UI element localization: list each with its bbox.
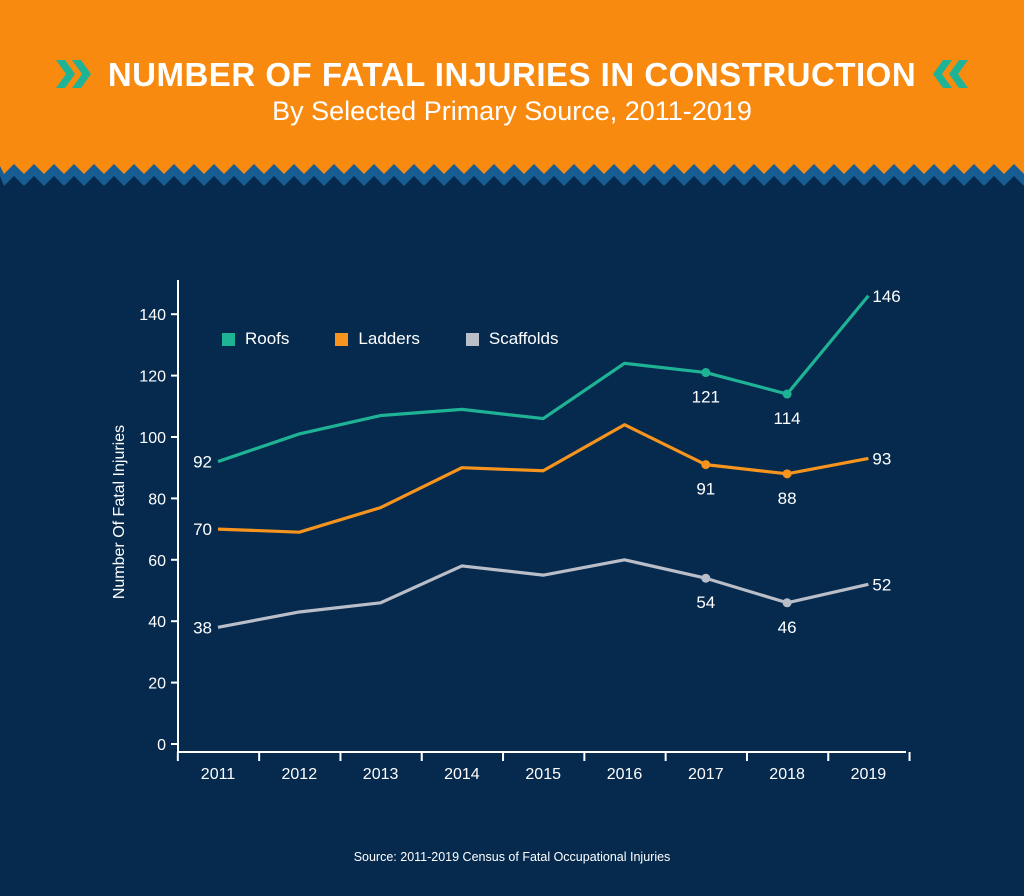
data-point (782, 389, 792, 399)
banner-background (0, 0, 1024, 186)
data-point (701, 460, 711, 470)
data-label: 121 (692, 388, 720, 407)
data-point (782, 469, 792, 479)
y-tick-label: 40 (148, 614, 166, 631)
data-point (782, 598, 792, 608)
data-label: 52 (872, 575, 891, 594)
legend-label: Roofs (245, 329, 290, 348)
data-point (701, 368, 711, 378)
legend-label: Scaffolds (488, 329, 559, 348)
y-tick-label: 0 (157, 737, 166, 754)
legend-item-ladders: Ladders (335, 329, 420, 349)
orange-banner-shape (0, 0, 1024, 174)
data-label: 146 (872, 287, 900, 306)
y-tick-label: 100 (139, 430, 166, 447)
series-line-scaffolds (217, 558, 869, 629)
chart-legend: Roofs Ladders Scaffolds (222, 328, 604, 350)
y-tick-label: 120 (139, 369, 166, 386)
series-line-roofs (217, 294, 870, 464)
legend-swatch (222, 332, 235, 346)
legend-swatch (335, 332, 349, 346)
data-label: 54 (696, 593, 715, 612)
x-tick-label: 2012 (282, 766, 318, 783)
y-tick-label: 60 (148, 553, 166, 570)
y-axis-label: Number Of Fatal Injuries (111, 425, 128, 599)
series-line-ladders (217, 423, 869, 534)
data-label: 92 (193, 453, 212, 472)
data-label: 70 (193, 520, 212, 539)
x-tick-label: 2017 (688, 766, 724, 783)
data-label: 88 (778, 489, 797, 508)
legend-swatch (465, 332, 479, 346)
data-label: 114 (774, 409, 801, 428)
data-label: 46 (778, 618, 797, 637)
x-tick-label: 2018 (769, 766, 805, 783)
legend-label: Ladders (358, 329, 420, 348)
y-tick-label: 20 (148, 676, 166, 693)
x-tick-label: 2011 (201, 766, 236, 783)
y-tick-label: 80 (148, 491, 166, 508)
chevron-right-double-icon (56, 60, 91, 88)
data-label: 91 (696, 480, 715, 499)
chevron-left-double-icon (933, 60, 968, 88)
data-label: 93 (872, 449, 891, 468)
x-tick-label: 2013 (363, 766, 399, 783)
x-tick-label: 2016 (607, 766, 643, 783)
legend-item-scaffolds: Scaffolds (465, 329, 559, 349)
x-tick-label: 2014 (444, 766, 480, 783)
data-point (701, 573, 711, 583)
legend-item-roofs: Roofs (222, 329, 289, 349)
y-tick-label: 140 (139, 307, 166, 324)
page-subtitle: By Selected Primary Source, 2011-2019 (272, 96, 752, 126)
page-title: NUMBER OF FATAL INJURIES IN CONSTRUCTION (107, 56, 917, 93)
header-banner (0, 0, 1024, 196)
x-tick-label: 2015 (525, 766, 561, 783)
x-tick-label: 2019 (851, 766, 887, 783)
source-note: Source: 2011-2019 Census of Fatal Occupa… (353, 850, 671, 864)
data-label: 38 (193, 618, 212, 637)
